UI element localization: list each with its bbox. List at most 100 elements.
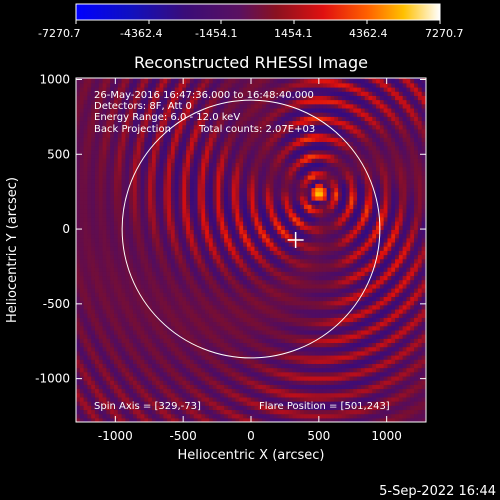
heatmap-cell [224,103,229,109]
heatmap-cell [98,283,104,289]
heatmap-cell [220,112,225,117]
heatmap-cell [296,120,301,126]
heatmap-cell [117,103,123,109]
heatmap-cell [224,187,229,193]
heatmap-cell [262,241,267,247]
heatmap-cell [284,216,290,222]
heatmap-cell [273,279,278,285]
heatmap-cell [110,233,115,239]
heatmap-cell [140,229,145,235]
heatmap-cell [117,296,123,302]
heatmap-cell [284,170,290,176]
heatmap-cell [189,225,195,230]
heatmap-cell [174,313,180,318]
heatmap-cell [262,195,267,201]
heatmap-cell [212,283,218,289]
heatmap-cell [83,204,88,210]
heatmap-cell [186,86,191,92]
heatmap-cell [98,120,104,126]
heatmap-cell [193,153,199,159]
heatmap-cell [216,116,221,122]
heatmap-cell [235,225,240,230]
heatmap-cell [197,204,202,210]
heatmap-cell [76,204,81,210]
heatmap-cell [227,300,233,306]
heatmap-cell [94,254,100,260]
heatmap-cell [300,241,305,247]
heatmap-cell [136,317,142,323]
heatmap-cell [121,409,126,415]
heatmap-cell [87,300,92,306]
heatmap-cell [125,212,130,218]
heatmap-cell [281,158,286,163]
heatmap-cell [76,187,81,193]
heatmap-cell [220,275,225,281]
heatmap-cell [273,380,278,385]
heatmap-cell [170,325,176,331]
heatmap-cell [197,128,202,134]
heatmap-cell [300,384,305,390]
heatmap-cell [91,107,96,113]
heatmap-cell [121,329,126,335]
heatmap-cell [243,158,248,163]
heatmap-cell [262,149,267,155]
heatmap-cell [296,174,301,180]
heatmap-cell [94,99,100,105]
heatmap-cell [186,334,191,339]
heatmap-cell [269,300,275,306]
heatmap-cell [155,237,161,243]
heatmap-cell [300,283,305,289]
heatmap-cell [178,116,183,122]
heatmap-cell [132,409,138,415]
heatmap-cell [292,262,297,268]
heatmap-cell [239,200,244,205]
heatmap-cell [239,91,244,96]
heatmap-cell [216,141,221,147]
heatmap-cell [121,371,126,377]
heatmap-cell [281,350,286,356]
heatmap-cell [79,195,85,201]
heatmap-cell [273,246,278,251]
heatmap-cell [178,350,183,356]
heatmap-cell [186,145,191,151]
heatmap-cell [220,354,225,360]
heatmap-cell [205,375,210,381]
heatmap-cell [243,91,248,96]
heatmap-cell [106,237,111,243]
heatmap-cell [258,99,263,105]
heatmap-cell [300,275,305,281]
heatmap-cell [113,170,119,176]
heatmap-cell [170,258,176,264]
heatmap-cell [193,225,199,230]
heatmap-cell [216,380,221,385]
heatmap-cell [94,204,100,210]
heatmap-cell [224,334,229,339]
heatmap-cell [216,133,221,138]
heatmap-cell [296,304,301,310]
heatmap-cell [235,413,240,419]
heatmap-cell [254,262,259,268]
heatmap-cell [186,82,191,88]
heatmap-cell [121,187,126,193]
heatmap-cell [178,137,183,143]
heatmap-cell [155,133,161,138]
heatmap-cell [189,258,195,264]
heatmap-cell [284,174,290,180]
heatmap-cell [212,292,218,297]
heatmap-cell [292,216,297,222]
heatmap-cell [258,200,263,205]
heatmap-cell [208,375,214,381]
heatmap-cell [87,317,92,323]
heatmap-cell [254,296,259,302]
heatmap-cell [227,304,233,310]
heatmap-cell [151,308,157,314]
heatmap-cell [170,187,176,193]
heatmap-cell [250,363,256,369]
heatmap-cell [94,308,100,314]
heatmap-cell [132,384,138,390]
heatmap-cell [197,254,202,260]
heatmap-cell [239,375,244,381]
heatmap-cell [102,363,107,369]
heatmap-cell [281,329,286,335]
heatmap-cell [243,241,248,247]
